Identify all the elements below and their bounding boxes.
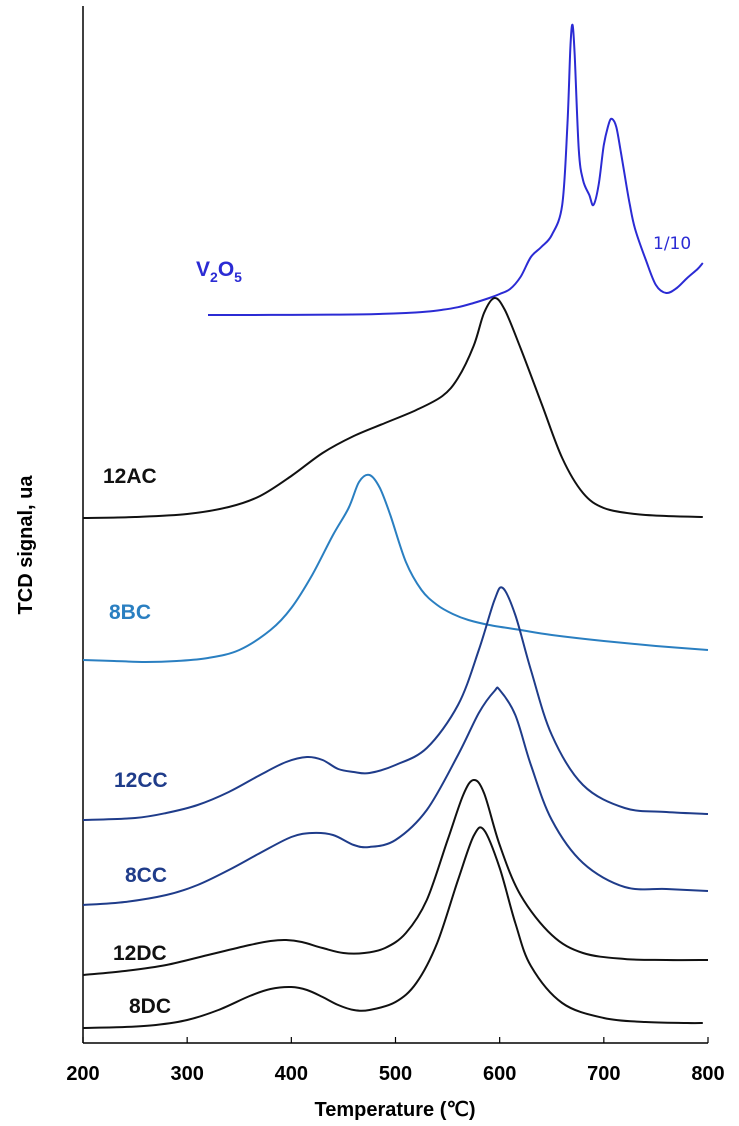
v2o5-sub2: 5 bbox=[234, 269, 242, 285]
x-tick-label: 600 bbox=[483, 1063, 516, 1085]
x-tick-label: 700 bbox=[587, 1063, 620, 1085]
series-line-8bc bbox=[82, 473, 709, 663]
series-label-12dc: 12DC bbox=[113, 942, 167, 965]
series-label-8bc: 8BC bbox=[109, 601, 151, 624]
series-lines bbox=[82, 23, 709, 1029]
series-label-12cc: 12CC bbox=[114, 769, 168, 792]
v2o5-sub1: 2 bbox=[210, 269, 218, 285]
v2o5-main: V bbox=[196, 258, 210, 281]
series-label-v2o5: V2O5 bbox=[196, 258, 242, 285]
x-tick-label: 400 bbox=[275, 1063, 308, 1085]
x-axis-ticks: 200 300 400 500 600 700 800 bbox=[66, 1037, 725, 1085]
series-label-8cc: 8CC bbox=[125, 864, 167, 887]
x-axis-title: Temperature (℃) bbox=[314, 1099, 475, 1121]
y-axis-title: TCD signal, ua bbox=[15, 475, 37, 615]
series-line-8dc bbox=[82, 826, 703, 1029]
v2o5-scale-note: 1/10 bbox=[653, 234, 691, 254]
x-tick-label: 500 bbox=[379, 1063, 412, 1085]
series-line-8cc bbox=[82, 686, 709, 906]
x-tick-label: 200 bbox=[66, 1063, 99, 1085]
x-tick-label: 300 bbox=[170, 1063, 203, 1085]
series-line-v2o5 bbox=[207, 23, 704, 316]
series-line-12dc bbox=[82, 778, 709, 976]
series-label-12ac: 12AC bbox=[103, 465, 157, 488]
plot-area bbox=[82, 6, 708, 1044]
series-label-8dc: 8DC bbox=[129, 995, 171, 1018]
series-line-12ac bbox=[82, 296, 703, 519]
x-tick-label: 800 bbox=[691, 1063, 724, 1085]
series-line-12cc bbox=[82, 586, 709, 821]
v2o5-mid: O bbox=[218, 258, 234, 281]
